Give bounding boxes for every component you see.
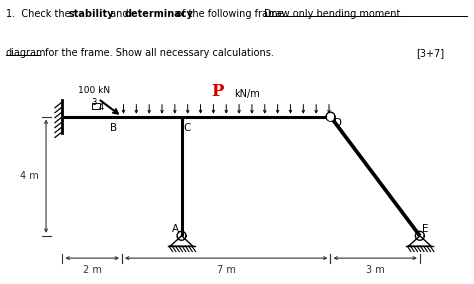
- Text: A: A: [172, 224, 179, 234]
- Text: kN/m: kN/m: [234, 89, 259, 99]
- Text: 4: 4: [99, 103, 104, 112]
- Bar: [92, 103, 100, 109]
- Text: C: C: [183, 123, 191, 133]
- Text: 7 m: 7 m: [217, 265, 236, 275]
- Text: 3 m: 3 m: [366, 265, 384, 275]
- Text: 2 m: 2 m: [83, 265, 101, 275]
- Text: determinacy: determinacy: [125, 9, 193, 18]
- Text: of the following frame.: of the following frame.: [173, 9, 290, 18]
- Text: B: B: [110, 123, 117, 133]
- Text: Draw only bending moment: Draw only bending moment: [264, 9, 401, 18]
- Text: 1.  Check the: 1. Check the: [6, 9, 73, 18]
- Text: D: D: [334, 118, 342, 128]
- Text: and: and: [107, 9, 131, 18]
- Text: E: E: [422, 224, 428, 234]
- Text: P: P: [211, 83, 223, 100]
- Text: 100 kN: 100 kN: [78, 86, 110, 95]
- Text: [3+7]: [3+7]: [416, 48, 444, 58]
- Text: 4 m: 4 m: [20, 171, 38, 181]
- Text: diagram: diagram: [6, 48, 46, 58]
- Text: stability: stability: [69, 9, 114, 18]
- Text: 3: 3: [91, 98, 97, 107]
- Text: for the frame. Show all necessary calculations.: for the frame. Show all necessary calcul…: [42, 48, 273, 58]
